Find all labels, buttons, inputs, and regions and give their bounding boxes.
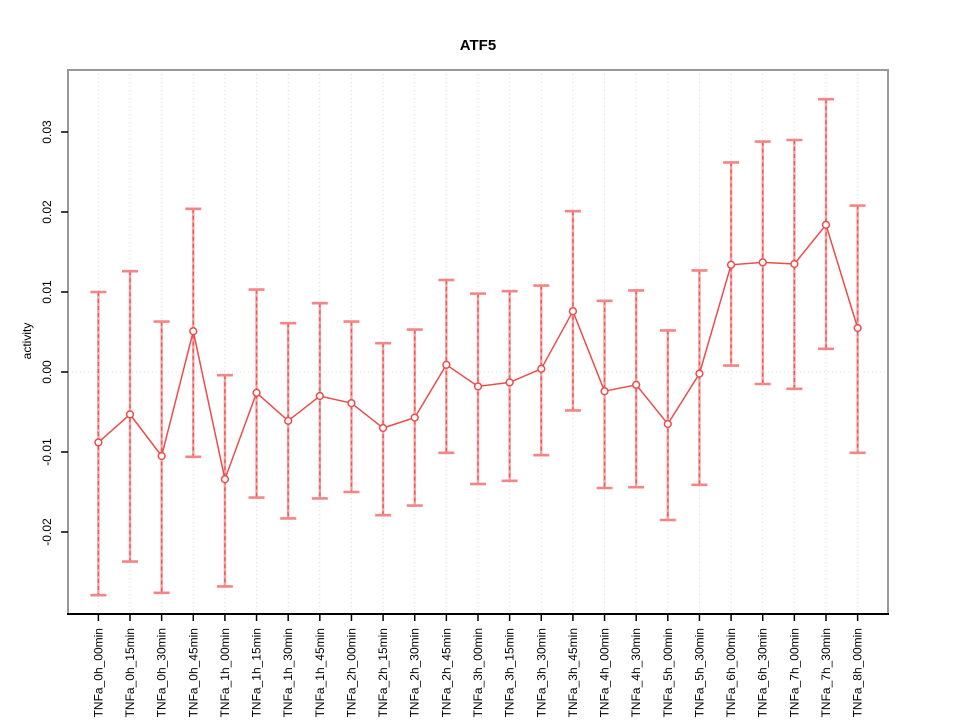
data-point-marker bbox=[726, 260, 736, 269]
x-tick-label: TNFa_1h_30min bbox=[281, 628, 295, 717]
data-point-marker bbox=[663, 419, 672, 429]
data-point-marker bbox=[252, 388, 261, 397]
data-point-marker bbox=[473, 382, 483, 391]
data-point-marker bbox=[189, 327, 198, 336]
x-tick-label: TNFa_3h_30min bbox=[534, 628, 548, 717]
data-point-marker bbox=[853, 323, 862, 333]
x-tick-label: TNFa_1h_15min bbox=[250, 628, 264, 717]
data-point-marker bbox=[790, 259, 799, 269]
data-point-marker bbox=[695, 369, 704, 378]
x-tick-label: TNFa_2h_00min bbox=[344, 628, 358, 717]
x-tick-label: TNFa_8h_00min bbox=[851, 628, 865, 717]
data-point-marker bbox=[220, 475, 230, 484]
x-tick-label: TNFa_2h_30min bbox=[408, 628, 422, 717]
data-point-marker bbox=[505, 378, 514, 387]
x-tick-label: TNFa_4h_30min bbox=[629, 628, 643, 717]
x-tick-label: TNFa_3h_45min bbox=[566, 628, 580, 717]
x-tick-label: TNFa_2h_15min bbox=[376, 628, 390, 717]
data-point-marker bbox=[410, 413, 419, 422]
data-point-marker bbox=[94, 438, 103, 447]
x-tick-label: TNFa_6h_30min bbox=[756, 628, 770, 717]
x-tick-label: TNFa_6h_00min bbox=[724, 628, 738, 717]
data-point-marker bbox=[315, 391, 324, 401]
x-tick-label: TNFa_5h_30min bbox=[692, 628, 706, 717]
data-point-marker bbox=[442, 360, 451, 369]
x-tick-label: TNFa_1h_00min bbox=[218, 628, 232, 717]
data-point-marker bbox=[758, 258, 767, 267]
x-tick-label: TNFa_7h_00min bbox=[787, 628, 801, 717]
data-point-marker bbox=[378, 423, 388, 433]
x-tick-label: TNFa_7h_30min bbox=[819, 628, 833, 717]
y-tick-label: 0.03 bbox=[40, 120, 54, 144]
y-tick-label: -0.01 bbox=[40, 438, 54, 466]
x-tick-label: TNFa_3h_15min bbox=[503, 628, 517, 717]
data-point-marker bbox=[600, 387, 609, 396]
x-tick-label: TNFa_2h_45min bbox=[439, 628, 453, 717]
x-tick-label: TNFa_5h_00min bbox=[661, 628, 675, 717]
data-point-marker bbox=[821, 220, 831, 229]
data-point-marker bbox=[537, 364, 546, 373]
x-tick-label: TNFa_0h_00min bbox=[91, 628, 105, 717]
x-tick-label: TNFa_0h_30min bbox=[155, 628, 169, 717]
x-tick-label: TNFa_4h_00min bbox=[598, 628, 612, 717]
data-point-marker bbox=[125, 410, 135, 419]
x-tick-label: TNFa_0h_15min bbox=[123, 628, 137, 717]
y-tick-label: 0.00 bbox=[40, 360, 54, 384]
x-tick-label: TNFa_1h_45min bbox=[313, 628, 327, 717]
data-point-marker bbox=[284, 416, 293, 425]
data-point-marker bbox=[347, 399, 356, 408]
y-tick-label: -0.02 bbox=[40, 518, 54, 546]
x-tick-label: TNFa_0h_45min bbox=[186, 628, 200, 717]
data-point-marker bbox=[632, 380, 641, 389]
y-tick-label: 0.02 bbox=[40, 200, 54, 224]
x-tick-label: TNFa_3h_00min bbox=[471, 628, 485, 717]
chart-title: ATF5 bbox=[459, 37, 497, 54]
data-point-marker bbox=[568, 307, 578, 316]
y-tick-label: 0.01 bbox=[40, 280, 54, 304]
data-point-marker bbox=[157, 451, 166, 461]
